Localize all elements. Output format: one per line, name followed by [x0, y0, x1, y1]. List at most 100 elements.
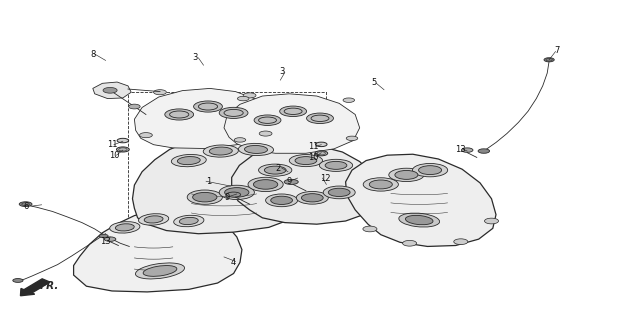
Ellipse shape: [325, 162, 347, 169]
Text: FR.: FR.: [40, 281, 59, 291]
Ellipse shape: [239, 143, 273, 156]
Ellipse shape: [244, 145, 268, 154]
Text: 8: 8: [90, 50, 95, 59]
Ellipse shape: [369, 180, 392, 189]
Ellipse shape: [399, 213, 440, 227]
Ellipse shape: [144, 216, 163, 223]
Ellipse shape: [115, 224, 134, 231]
Ellipse shape: [193, 101, 223, 112]
Ellipse shape: [143, 266, 177, 276]
Text: 9: 9: [287, 177, 292, 186]
Ellipse shape: [259, 131, 272, 136]
Polygon shape: [132, 136, 310, 234]
Ellipse shape: [259, 164, 292, 176]
Polygon shape: [224, 94, 360, 153]
Ellipse shape: [227, 192, 241, 197]
Ellipse shape: [484, 218, 499, 224]
Ellipse shape: [289, 155, 323, 167]
Ellipse shape: [323, 186, 355, 199]
Ellipse shape: [179, 218, 198, 225]
Ellipse shape: [295, 157, 317, 165]
Polygon shape: [346, 154, 496, 246]
Ellipse shape: [363, 226, 377, 232]
Ellipse shape: [405, 215, 433, 225]
Ellipse shape: [234, 138, 246, 142]
Ellipse shape: [104, 237, 116, 241]
Text: 7: 7: [554, 46, 559, 55]
Ellipse shape: [319, 159, 353, 171]
Ellipse shape: [296, 191, 328, 204]
Text: 3: 3: [279, 67, 284, 76]
Ellipse shape: [403, 240, 417, 246]
Text: 6: 6: [23, 202, 28, 211]
Ellipse shape: [99, 234, 108, 238]
Ellipse shape: [253, 180, 278, 189]
Ellipse shape: [19, 202, 32, 207]
Ellipse shape: [544, 58, 554, 62]
Polygon shape: [93, 82, 131, 99]
Ellipse shape: [301, 194, 323, 202]
Ellipse shape: [316, 142, 327, 147]
Polygon shape: [134, 88, 272, 149]
Ellipse shape: [343, 98, 355, 102]
Ellipse shape: [116, 147, 129, 152]
Text: 13: 13: [456, 145, 466, 154]
Text: 2: 2: [275, 164, 280, 173]
Ellipse shape: [13, 279, 23, 282]
Ellipse shape: [328, 188, 350, 197]
Text: 9: 9: [225, 193, 230, 202]
Ellipse shape: [219, 107, 248, 118]
Text: 11: 11: [107, 140, 117, 149]
Ellipse shape: [413, 163, 448, 177]
Ellipse shape: [248, 177, 283, 191]
Ellipse shape: [315, 151, 328, 156]
Text: 12: 12: [320, 174, 330, 183]
Text: 3: 3: [193, 53, 198, 62]
Ellipse shape: [271, 196, 292, 204]
Ellipse shape: [154, 90, 166, 95]
Polygon shape: [74, 208, 242, 292]
Ellipse shape: [209, 147, 232, 155]
Text: 10: 10: [109, 151, 119, 160]
Ellipse shape: [136, 263, 184, 279]
Ellipse shape: [254, 115, 281, 126]
Ellipse shape: [204, 145, 238, 157]
Ellipse shape: [225, 188, 249, 197]
Ellipse shape: [129, 104, 140, 109]
Ellipse shape: [193, 192, 217, 202]
Text: 5: 5: [372, 78, 377, 87]
FancyArrow shape: [20, 279, 50, 296]
Ellipse shape: [419, 166, 442, 175]
Ellipse shape: [140, 133, 152, 138]
Ellipse shape: [280, 106, 307, 116]
Ellipse shape: [388, 168, 424, 182]
Ellipse shape: [188, 190, 223, 204]
Ellipse shape: [454, 239, 468, 245]
Ellipse shape: [103, 87, 117, 93]
Text: 1: 1: [206, 177, 211, 186]
Ellipse shape: [117, 138, 129, 143]
Text: 11: 11: [308, 142, 319, 151]
Ellipse shape: [395, 170, 418, 179]
Ellipse shape: [284, 179, 298, 184]
Ellipse shape: [461, 148, 473, 152]
Text: 13: 13: [100, 237, 111, 246]
Ellipse shape: [237, 96, 249, 101]
Ellipse shape: [243, 93, 256, 98]
Ellipse shape: [264, 166, 286, 174]
Ellipse shape: [138, 214, 169, 225]
Ellipse shape: [346, 136, 358, 141]
Ellipse shape: [109, 222, 140, 233]
Ellipse shape: [165, 109, 194, 120]
Ellipse shape: [173, 215, 204, 227]
Ellipse shape: [172, 155, 206, 167]
Text: 10: 10: [308, 153, 319, 162]
Ellipse shape: [266, 194, 298, 207]
Ellipse shape: [177, 156, 200, 165]
Ellipse shape: [307, 113, 333, 123]
Ellipse shape: [219, 185, 255, 200]
Ellipse shape: [478, 149, 490, 153]
Polygon shape: [232, 145, 378, 224]
Ellipse shape: [363, 178, 398, 191]
Text: 4: 4: [231, 258, 236, 267]
